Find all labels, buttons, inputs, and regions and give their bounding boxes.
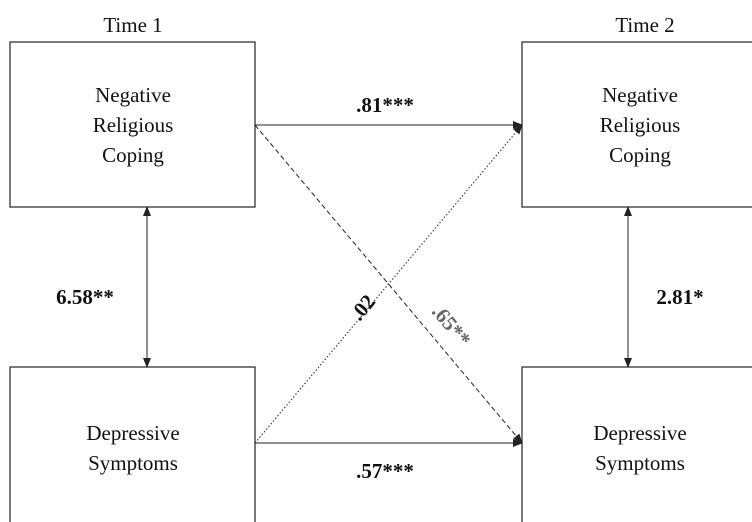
path-label: .02	[345, 290, 380, 326]
time-label: Time 2	[615, 13, 674, 37]
node-label: Negative	[95, 83, 171, 107]
node-box	[521, 366, 752, 522]
path-label: .65**	[427, 300, 476, 352]
node-label: Coping	[609, 143, 671, 167]
path-label: 2.81*	[656, 285, 703, 309]
node-label: Religious	[93, 113, 174, 137]
path-arrow	[254, 124, 523, 444]
node-label: Religious	[600, 113, 681, 137]
node-label: Depressive	[86, 421, 179, 445]
node-label: Symptoms	[88, 451, 178, 475]
node-label: Negative	[602, 83, 678, 107]
path-label: .81***	[356, 93, 414, 117]
time-label: Time 1	[103, 13, 162, 37]
node-label: Symptoms	[595, 451, 685, 475]
node-label: Depressive	[593, 421, 686, 445]
path-label: 6.58**	[56, 285, 114, 309]
path-arrow	[254, 124, 523, 444]
node-box	[9, 366, 256, 522]
path-label: .57***	[356, 459, 414, 483]
node-label: Coping	[102, 143, 164, 167]
